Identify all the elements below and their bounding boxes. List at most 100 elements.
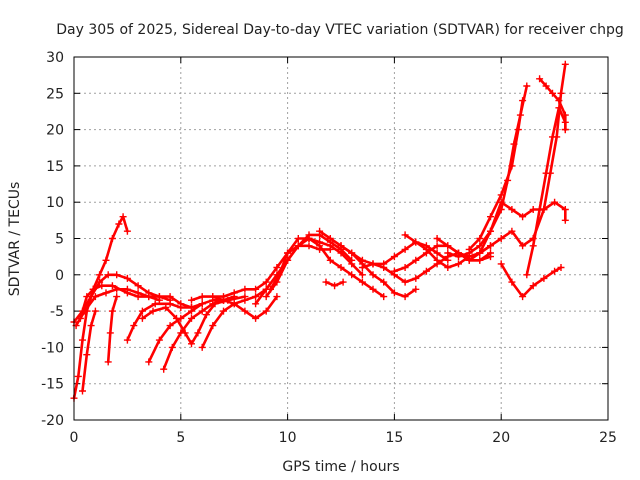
y-tick-label: 0 (55, 268, 64, 284)
data-point (401, 264, 409, 271)
x-tick-label: 5 (176, 430, 185, 446)
data-point (138, 307, 146, 315)
series-line (318, 229, 418, 298)
series-line (264, 237, 364, 298)
data-point (529, 282, 537, 290)
data-point (294, 235, 302, 242)
data-point (119, 213, 127, 221)
data-point (561, 126, 569, 134)
data-point (358, 271, 366, 279)
data-point (549, 133, 556, 141)
data-point (433, 242, 441, 250)
data-point (188, 314, 195, 322)
data-point (138, 314, 146, 322)
data-point (487, 227, 494, 235)
data-point (390, 289, 398, 297)
data-point (273, 293, 281, 301)
data-point (444, 249, 452, 257)
data-point (168, 343, 176, 351)
series-arc-16 (267, 235, 388, 301)
data-point (262, 278, 270, 286)
y-tick-label: 25 (46, 86, 64, 102)
grid (74, 57, 608, 420)
plot-frame (73, 56, 609, 421)
data-point (555, 97, 563, 105)
data-point (316, 227, 324, 235)
chart-title: Day 305 of 2025, Sidereal Day-to-day VTE… (56, 22, 624, 38)
series-arc-7 (123, 300, 206, 344)
series-line (106, 295, 118, 364)
data-point (166, 322, 174, 330)
y-tick-label: 20 (46, 123, 64, 139)
data-point (380, 293, 388, 301)
data-point (262, 293, 270, 301)
series-arc-5 (79, 307, 99, 395)
data-point (273, 264, 281, 271)
series-line (81, 309, 97, 393)
data-point (561, 216, 569, 224)
data-point (230, 300, 238, 308)
y-tick-label: -10 (41, 340, 64, 356)
data-point (166, 300, 174, 308)
y-tick-label: -5 (50, 304, 64, 320)
data-point (194, 329, 202, 337)
data-point (230, 289, 238, 297)
data-point (412, 256, 420, 264)
data-point (455, 260, 462, 268)
data-point (433, 235, 441, 242)
data-point (177, 304, 185, 311)
data-point (113, 285, 121, 293)
data-point (358, 278, 366, 286)
data-point (123, 336, 131, 344)
data-point (102, 289, 110, 297)
data-point (519, 242, 527, 250)
data-point (369, 285, 377, 293)
series-line (269, 237, 385, 298)
data-point (529, 206, 537, 213)
data-point (465, 249, 473, 257)
data-point (91, 293, 99, 301)
data-point (348, 271, 356, 279)
data-point (188, 307, 195, 315)
data-point (401, 293, 409, 301)
data-point (305, 235, 313, 242)
x-tick-label: 15 (385, 430, 403, 446)
data-point (252, 300, 260, 308)
data-point (487, 213, 494, 221)
data-point (516, 111, 524, 119)
data-point (412, 238, 420, 246)
data-point (262, 307, 270, 315)
data-point (113, 271, 121, 279)
data-point (81, 307, 89, 315)
data-point (339, 278, 347, 286)
data-point (173, 314, 180, 322)
data-point (487, 242, 494, 250)
data-point (529, 242, 537, 250)
data-point (198, 307, 206, 315)
data-point (508, 278, 516, 286)
data-point (542, 82, 550, 90)
data-point (198, 300, 206, 308)
data-point (104, 271, 112, 279)
series-arc-27 (476, 60, 569, 257)
data-point (401, 245, 409, 253)
data-point (358, 264, 366, 271)
data-point (134, 282, 142, 290)
data-point (115, 220, 123, 228)
data-point (134, 289, 142, 297)
data-point (220, 307, 227, 315)
data-point (113, 293, 121, 301)
data-point (390, 253, 398, 261)
data-point (476, 249, 484, 257)
y-tick-label: -20 (41, 413, 64, 429)
series-line (254, 233, 353, 306)
data-point (497, 260, 505, 268)
series-arc-28 (497, 260, 565, 301)
data-point (98, 282, 106, 290)
data-point (87, 322, 95, 330)
data-point (166, 293, 174, 301)
data-point (79, 387, 86, 395)
x-axis-label: GPS time / hours (282, 459, 399, 475)
data-point (508, 227, 516, 235)
data-point (433, 256, 441, 264)
